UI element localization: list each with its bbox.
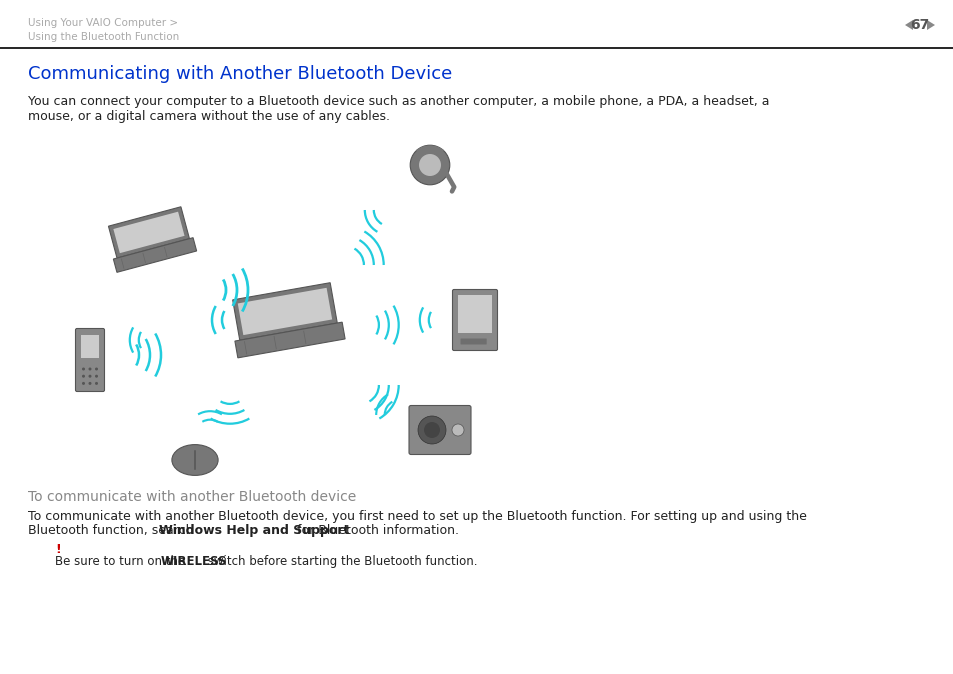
FancyBboxPatch shape bbox=[113, 238, 196, 272]
Circle shape bbox=[452, 424, 463, 436]
Ellipse shape bbox=[172, 445, 218, 475]
Circle shape bbox=[82, 375, 85, 377]
Text: WIRELESS: WIRELESS bbox=[161, 555, 227, 568]
FancyBboxPatch shape bbox=[237, 288, 332, 335]
FancyBboxPatch shape bbox=[113, 212, 184, 253]
Text: Windows Help and Support: Windows Help and Support bbox=[159, 524, 349, 537]
Text: Using the Bluetooth Function: Using the Bluetooth Function bbox=[28, 32, 179, 42]
FancyBboxPatch shape bbox=[457, 295, 492, 333]
FancyBboxPatch shape bbox=[233, 282, 337, 340]
Polygon shape bbox=[926, 20, 934, 30]
Circle shape bbox=[417, 416, 446, 444]
Text: !: ! bbox=[55, 543, 61, 556]
Text: Bluetooth function, search: Bluetooth function, search bbox=[28, 524, 197, 537]
Text: 67: 67 bbox=[909, 18, 928, 32]
FancyBboxPatch shape bbox=[109, 207, 190, 258]
Text: mouse, or a digital camera without the use of any cables.: mouse, or a digital camera without the u… bbox=[28, 110, 390, 123]
FancyBboxPatch shape bbox=[234, 322, 345, 358]
Circle shape bbox=[89, 375, 91, 377]
Circle shape bbox=[418, 154, 440, 176]
FancyBboxPatch shape bbox=[81, 335, 99, 358]
Polygon shape bbox=[904, 20, 912, 30]
Circle shape bbox=[82, 382, 85, 385]
FancyBboxPatch shape bbox=[452, 290, 497, 350]
Text: You can connect your computer to a Bluetooth device such as another computer, a : You can connect your computer to a Bluet… bbox=[28, 95, 769, 108]
Text: Using Your VAIO Computer >: Using Your VAIO Computer > bbox=[28, 18, 178, 28]
Circle shape bbox=[423, 422, 439, 438]
Circle shape bbox=[410, 145, 449, 185]
Text: for Bluetooth information.: for Bluetooth information. bbox=[293, 524, 458, 537]
Text: Be sure to turn on the: Be sure to turn on the bbox=[55, 555, 189, 568]
Circle shape bbox=[95, 367, 98, 371]
Circle shape bbox=[95, 382, 98, 385]
Circle shape bbox=[82, 367, 85, 371]
Text: Communicating with Another Bluetooth Device: Communicating with Another Bluetooth Dev… bbox=[28, 65, 452, 83]
Text: To communicate with another Bluetooth device: To communicate with another Bluetooth de… bbox=[28, 490, 355, 504]
FancyBboxPatch shape bbox=[75, 328, 105, 392]
Text: switch before starting the Bluetooth function.: switch before starting the Bluetooth fun… bbox=[204, 555, 477, 568]
Text: To communicate with another Bluetooth device, you first need to set up the Bluet: To communicate with another Bluetooth de… bbox=[28, 510, 806, 523]
Circle shape bbox=[89, 367, 91, 371]
Circle shape bbox=[95, 375, 98, 377]
FancyBboxPatch shape bbox=[460, 338, 486, 344]
Circle shape bbox=[89, 382, 91, 385]
FancyBboxPatch shape bbox=[409, 406, 471, 454]
